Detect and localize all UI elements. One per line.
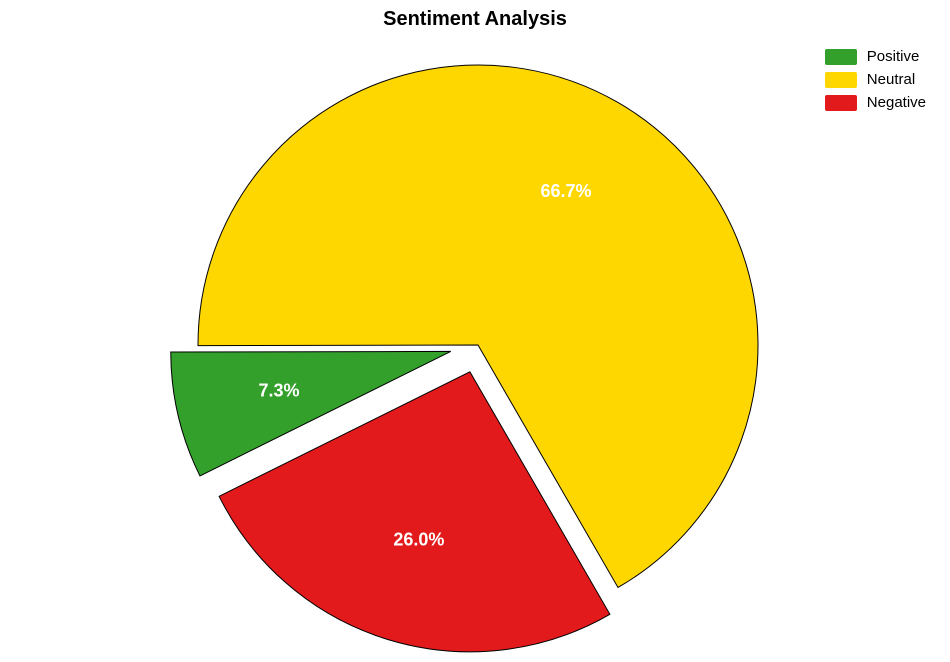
legend-swatch-icon — [825, 72, 857, 88]
legend-item-negative: Negative — [825, 94, 926, 111]
legend-label: Positive — [867, 48, 920, 65]
legend-item-neutral: Neutral — [825, 71, 926, 88]
legend-label: Negative — [867, 94, 926, 111]
legend-swatch-icon — [825, 49, 857, 65]
chart-container: Sentiment Analysis 26.0%7.3%66.7% Positi… — [0, 0, 950, 662]
slice-label-negative: 26.0% — [393, 529, 444, 549]
slice-label-neutral: 66.7% — [541, 181, 592, 201]
legend-item-positive: Positive — [825, 48, 926, 65]
pie-chart-svg: 26.0% 7.3% 66.7% — [0, 0, 950, 662]
legend-label: Neutral — [867, 71, 915, 88]
slice-label-positive: 7.3% — [259, 381, 300, 401]
legend: Positive Neutral Negative — [825, 48, 926, 117]
legend-swatch-icon — [825, 95, 857, 111]
